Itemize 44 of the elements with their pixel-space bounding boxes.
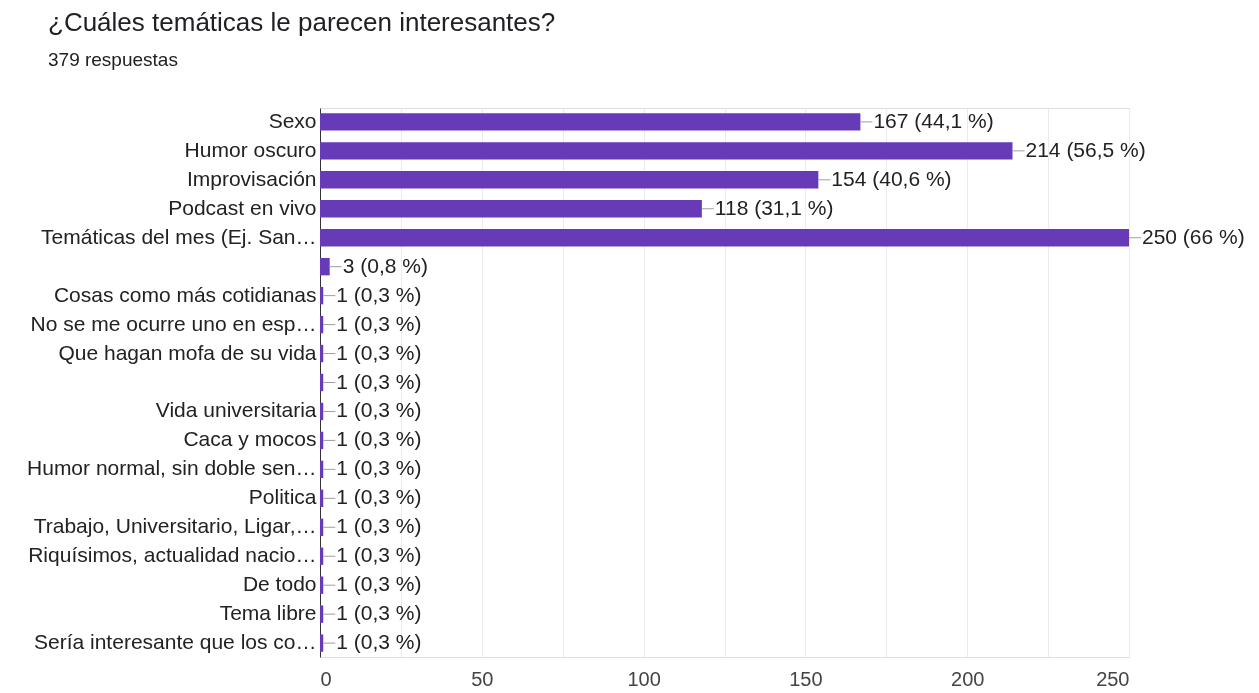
y-tick-label: Trabajo, Universitario, Ligar,… [33, 514, 317, 538]
data-label: 1 (0,3 %) [336, 543, 422, 567]
data-label: 1 (0,3 %) [336, 311, 422, 335]
y-tick-label: Humor oscuro [184, 137, 317, 161]
y-tick-label: Temáticas del mes (Ej. San… [41, 224, 317, 248]
chart-title: ¿Cuáles temáticas le parecen interesantes? [48, 7, 556, 37]
text: 379 respuestas [48, 49, 178, 70]
y-tick-label: Caca y mocos [183, 427, 317, 451]
data-label: 214 (56,5 %) [1025, 137, 1146, 161]
x-tick-label: 200 [951, 667, 985, 690]
data-label: 1 (0,3 %) [336, 456, 422, 480]
data-label: 1 (0,3 %) [336, 398, 422, 422]
data-label: 1 (0,3 %) [336, 369, 422, 393]
x-tick-label: 250 [1096, 667, 1130, 690]
data-label: 3 (0,8 %) [342, 253, 428, 277]
data-label: 1 (0,3 %) [336, 485, 422, 509]
data-label: 250 (66 %) [1142, 224, 1245, 248]
y-tick-label: Humor normal, sin doble sen… [27, 456, 317, 480]
x-tick-label: 150 [789, 667, 823, 690]
x-tick-label: 100 [627, 667, 661, 690]
y-tick-label: Riquísimos, actualidad nacio… [28, 543, 317, 567]
x-tick-label: 0 [320, 667, 332, 690]
data-label: 1 (0,3 %) [336, 514, 422, 538]
data-label: 1 (0,3 %) [336, 340, 422, 364]
data-label: 1 (0,3 %) [336, 572, 422, 596]
y-tick-label: Tema libre [219, 601, 317, 625]
data-label: 154 (40,6 %) [831, 166, 952, 190]
data-label: 1 (0,3 %) [336, 282, 422, 306]
y-tick-label: Sería interesante que los co… [34, 630, 317, 654]
y-tick-label: Podcast en vivo [168, 195, 317, 219]
data-label: 1 (0,3 %) [336, 630, 422, 654]
data-label: 1 (0,3 %) [336, 601, 422, 625]
y-tick-label: Vida universitaria [155, 398, 317, 422]
y-tick-label: Que hagan mofa de su vida [58, 340, 317, 364]
data-label: 1 (0,3 %) [336, 427, 422, 451]
data-label: 167 (44,1 %) [873, 108, 994, 132]
y-tick-label: Cosas como más cotidianas [53, 282, 317, 306]
x-tick-label: 50 [471, 667, 494, 690]
y-tick-label: No se me ocurre uno en esp… [30, 311, 317, 335]
y-tick-label: Politica [248, 485, 317, 509]
data-label: 118 (31,1 %) [714, 195, 834, 219]
y-tick-label: Sexo [268, 108, 317, 132]
y-tick-label: Improvisación [186, 166, 317, 190]
y-tick-label: De todo [242, 572, 317, 596]
